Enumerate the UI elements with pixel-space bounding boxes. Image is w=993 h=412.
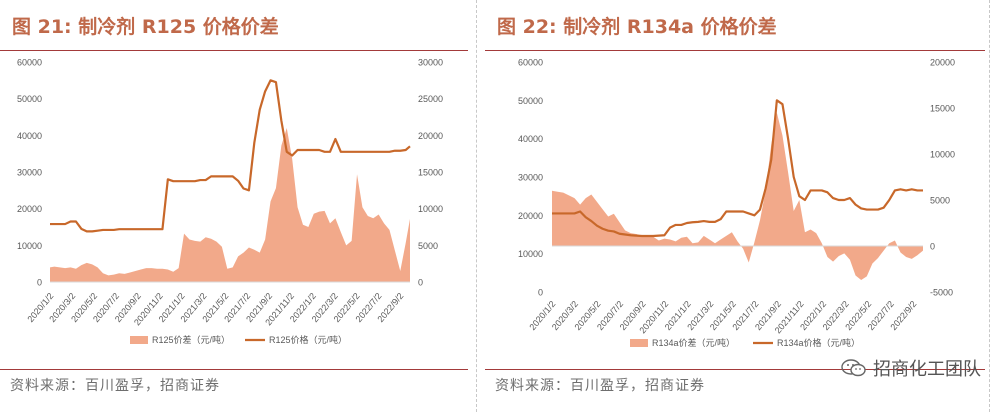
legend-area-label: R125价差（元/吨） bbox=[152, 334, 230, 345]
y-left-tick-label: 40000 bbox=[17, 131, 42, 141]
figure-21-panel: 图 21: 制冷剂 R125 价格价差 0 10000 20000 30000 4000… bbox=[0, 0, 468, 412]
figure-22-source: 资料来源：百川盈孚，招商证券 bbox=[495, 378, 705, 394]
y-right-tick-label: 0 bbox=[418, 278, 423, 288]
watermark-text: 招商化工团队 bbox=[873, 359, 981, 380]
y-right-tick-label: 25000 bbox=[418, 94, 443, 104]
y-right-tick-label: 10000 bbox=[418, 204, 443, 214]
legend-area-swatch bbox=[630, 339, 648, 347]
y-right-tick-label: 20000 bbox=[930, 58, 955, 68]
y-left-tick-label: 10000 bbox=[518, 249, 543, 259]
y-left-tick-label: 60000 bbox=[518, 58, 543, 68]
price-line bbox=[552, 99, 923, 238]
wechat-icon bbox=[841, 359, 866, 377]
figure-22-panel: 图 22: 制冷剂 R134a 价格价差 0 10000 20000 30000 400… bbox=[485, 0, 985, 412]
y-left-tick-label: 0 bbox=[538, 288, 543, 298]
y-left-tick-label: 20000 bbox=[17, 204, 42, 214]
figure-21-title: 图 21: 制冷剂 R125 价格价差 bbox=[12, 16, 279, 38]
figure-21-source: 资料来源：百川盈孚，招商证券 bbox=[10, 378, 220, 394]
panel-divider bbox=[476, 0, 478, 412]
y-left-tick-label: 60000 bbox=[17, 58, 42, 68]
legend-line-label: R134a价格（元/吨） bbox=[777, 337, 860, 348]
r134a-chart: 0 10000 20000 30000 40000 50000 60000 -5000 0 500… bbox=[518, 58, 955, 349]
y-left-tick-label: 50000 bbox=[518, 96, 543, 106]
y-left-tick-label: 20000 bbox=[518, 211, 543, 221]
y-left-tick-label: 30000 bbox=[518, 173, 543, 183]
y-left-tick-label: 40000 bbox=[518, 134, 543, 144]
y-left-tick-label: 30000 bbox=[17, 168, 42, 178]
y-right-tick-label: 10000 bbox=[930, 150, 955, 160]
source-rule bbox=[0, 369, 468, 370]
y-right-tick-label: 15000 bbox=[930, 104, 955, 114]
legend-line-label: R125价格（元/吨） bbox=[269, 334, 347, 345]
y-left-tick-label: 50000 bbox=[17, 94, 42, 104]
legend-area-label: R134a价差（元/吨） bbox=[652, 337, 735, 348]
spread-area bbox=[50, 128, 410, 282]
y-right-tick-label: 5000 bbox=[418, 241, 438, 251]
page-divider bbox=[989, 0, 991, 412]
price-line bbox=[50, 79, 411, 233]
y-right-tick-label: 0 bbox=[930, 242, 935, 252]
y-right-tick-label: 15000 bbox=[418, 168, 443, 178]
watermark: 招商化工团队 bbox=[841, 355, 981, 381]
y-left-tick-label: 10000 bbox=[17, 241, 42, 251]
r125-chart: 0 10000 20000 30000 40000 50000 60000 0 5000 1000… bbox=[17, 58, 443, 346]
figure-22-title: 图 22: 制冷剂 R134a 价格价差 bbox=[497, 16, 777, 38]
y-right-tick-label: 20000 bbox=[418, 131, 443, 141]
legend-area-swatch bbox=[130, 336, 148, 344]
title-rule bbox=[485, 50, 985, 51]
y-right-tick-label: 5000 bbox=[930, 196, 950, 206]
y-right-tick-label: 30000 bbox=[418, 58, 443, 68]
title-rule bbox=[0, 50, 468, 51]
y-left-tick-label: 0 bbox=[37, 278, 42, 288]
source-rule bbox=[485, 369, 985, 370]
y-right-tick-label: -5000 bbox=[930, 288, 953, 298]
spread-area bbox=[552, 112, 923, 281]
